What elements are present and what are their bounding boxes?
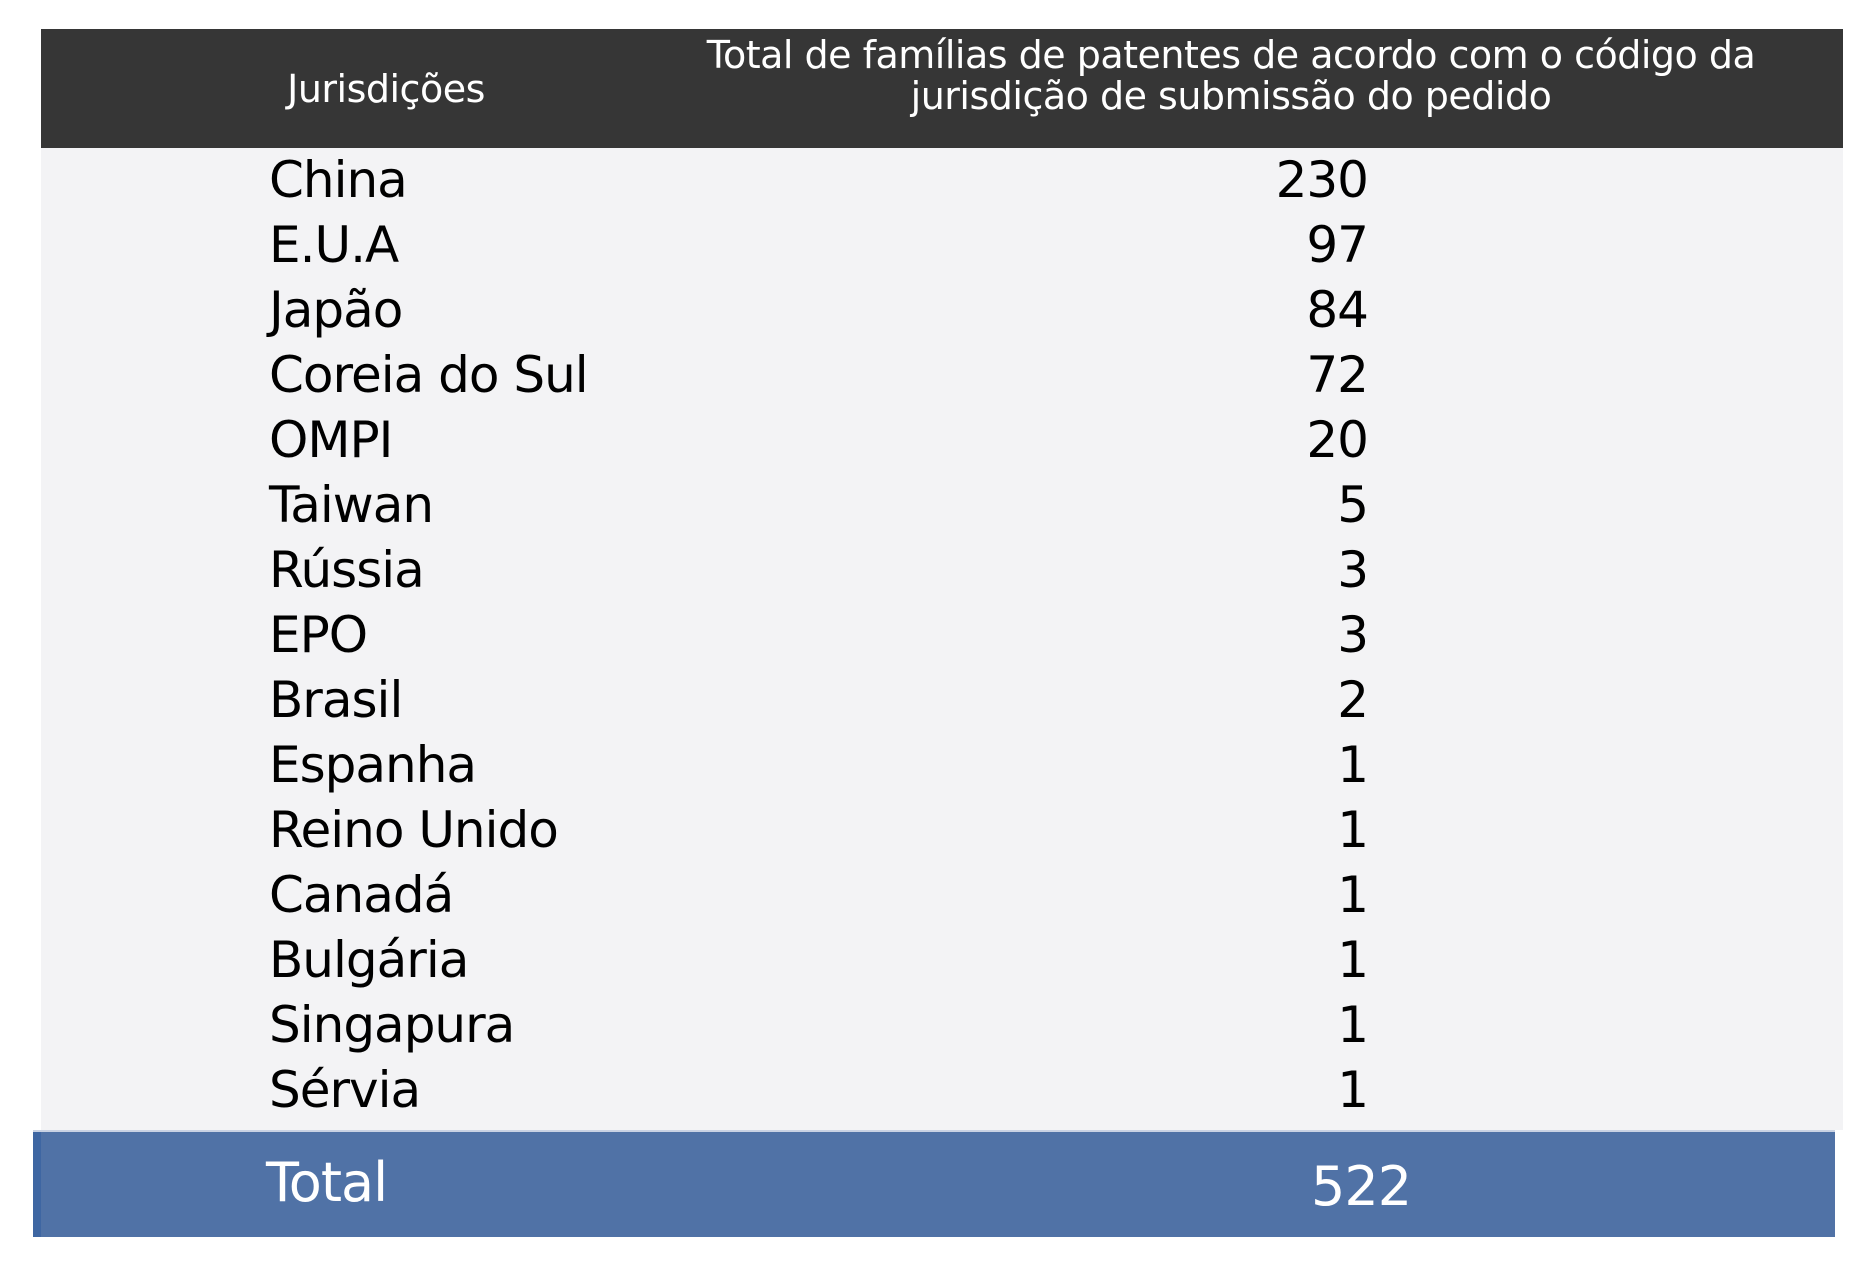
- total-cell: 3: [1337, 606, 1369, 664]
- header-jurisdictions: Jurisdições: [287, 66, 485, 111]
- table-row: Japão 84: [41, 278, 1843, 343]
- jurisdiction-cell: Reino Unido: [269, 801, 559, 859]
- header-total-families: Total de famílias de patentes de acordo …: [706, 33, 1756, 118]
- table-footer-total-row: Total 522: [33, 1130, 1835, 1237]
- table-header: Jurisdições Total de famílias de patente…: [41, 29, 1843, 148]
- footer-accent-strip: [33, 1132, 41, 1237]
- total-cell: 1: [1337, 931, 1369, 989]
- table-row: China 230: [41, 148, 1843, 213]
- jurisdiction-cell: Espanha: [269, 736, 477, 794]
- table-body: China 230 E.U.A 97 Japão 84 Coreia do Su…: [41, 148, 1843, 1130]
- table-row: E.U.A 97: [41, 213, 1843, 278]
- jurisdiction-cell: Taiwan: [269, 476, 434, 534]
- total-cell: 1: [1337, 866, 1369, 924]
- table-row: Bulgária 1: [41, 928, 1843, 993]
- jurisdiction-cell: E.U.A: [269, 216, 399, 274]
- jurisdiction-cell: Rússia: [269, 541, 425, 599]
- total-cell: 97: [1306, 216, 1369, 274]
- total-cell: 1: [1337, 801, 1369, 859]
- total-cell: 1: [1337, 1061, 1369, 1119]
- jurisdiction-cell: EPO: [269, 606, 368, 664]
- total-cell: 1: [1337, 736, 1369, 794]
- total-cell: 84: [1306, 281, 1369, 339]
- table-row: Canadá 1: [41, 863, 1843, 928]
- total-cell: 72: [1306, 346, 1369, 404]
- table-row: EPO 3: [41, 603, 1843, 668]
- total-label: Total: [266, 1151, 388, 1214]
- jurisdiction-cell: China: [269, 151, 408, 209]
- jurisdiction-cell: Bulgária: [269, 931, 469, 989]
- table-row: Rússia 3: [41, 538, 1843, 603]
- table-row: Coreia do Sul 72: [41, 343, 1843, 408]
- table-row: Singapura 1: [41, 993, 1843, 1058]
- total-value: 522: [1311, 1155, 1412, 1218]
- jurisdiction-cell: Coreia do Sul: [269, 346, 589, 404]
- total-cell: 5: [1337, 476, 1369, 534]
- jurisdiction-cell: Brasil: [269, 671, 403, 729]
- table-row: Sérvia 1: [41, 1058, 1843, 1123]
- jurisdiction-cell: Singapura: [269, 996, 515, 1054]
- total-cell: 3: [1337, 541, 1369, 599]
- total-cell: 20: [1306, 411, 1369, 469]
- jurisdiction-cell: Japão: [269, 281, 403, 339]
- table-row: Reino Unido 1: [41, 798, 1843, 863]
- jurisdiction-cell: Sérvia: [269, 1061, 421, 1119]
- total-cell: 230: [1275, 151, 1369, 209]
- total-cell: 2: [1337, 671, 1369, 729]
- table-row: Brasil 2: [41, 668, 1843, 733]
- jurisdiction-cell: Canadá: [269, 866, 454, 924]
- table-row: Espanha 1: [41, 733, 1843, 798]
- table-row: OMPI 20: [41, 408, 1843, 473]
- table-row: Taiwan 5: [41, 473, 1843, 538]
- total-cell: 1: [1337, 996, 1369, 1054]
- jurisdiction-cell: OMPI: [269, 411, 393, 469]
